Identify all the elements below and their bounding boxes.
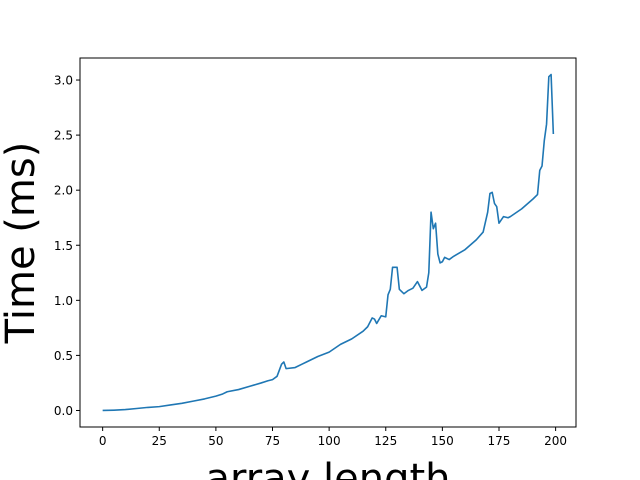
y-axis-label: Time (ms) <box>0 142 44 345</box>
y-tick-label: 2.0 <box>54 184 73 198</box>
y-tick-label: 0.5 <box>54 349 73 363</box>
x-tick-label: 50 <box>208 434 223 448</box>
x-tick-label: 125 <box>374 434 397 448</box>
x-tick-label: 25 <box>152 434 167 448</box>
x-tick-label: 175 <box>488 434 511 448</box>
y-tick-label: 3.0 <box>54 74 73 88</box>
x-tick-label: 200 <box>544 434 567 448</box>
plot-frame <box>79 57 577 428</box>
x-tick-label: 100 <box>318 434 341 448</box>
y-tick-label: 1.5 <box>54 239 73 253</box>
y-tick-label: 2.5 <box>54 129 73 143</box>
x-tick-label: 0 <box>99 434 107 448</box>
x-tick-label: 150 <box>431 434 454 448</box>
y-tick-label: 0.0 <box>54 404 73 418</box>
x-axis-label: array length <box>205 456 450 480</box>
series-line-0 <box>102 73 555 412</box>
x-tick-label: 75 <box>265 434 280 448</box>
plot-area <box>79 57 577 428</box>
y-tick-label: 1.0 <box>54 294 73 308</box>
x-axis: 0 25 50 75 100 125 150 175 200 <box>99 427 567 448</box>
y-axis: 0.0 0.5 1.0 1.5 2.0 2.5 3.0 <box>54 74 80 418</box>
